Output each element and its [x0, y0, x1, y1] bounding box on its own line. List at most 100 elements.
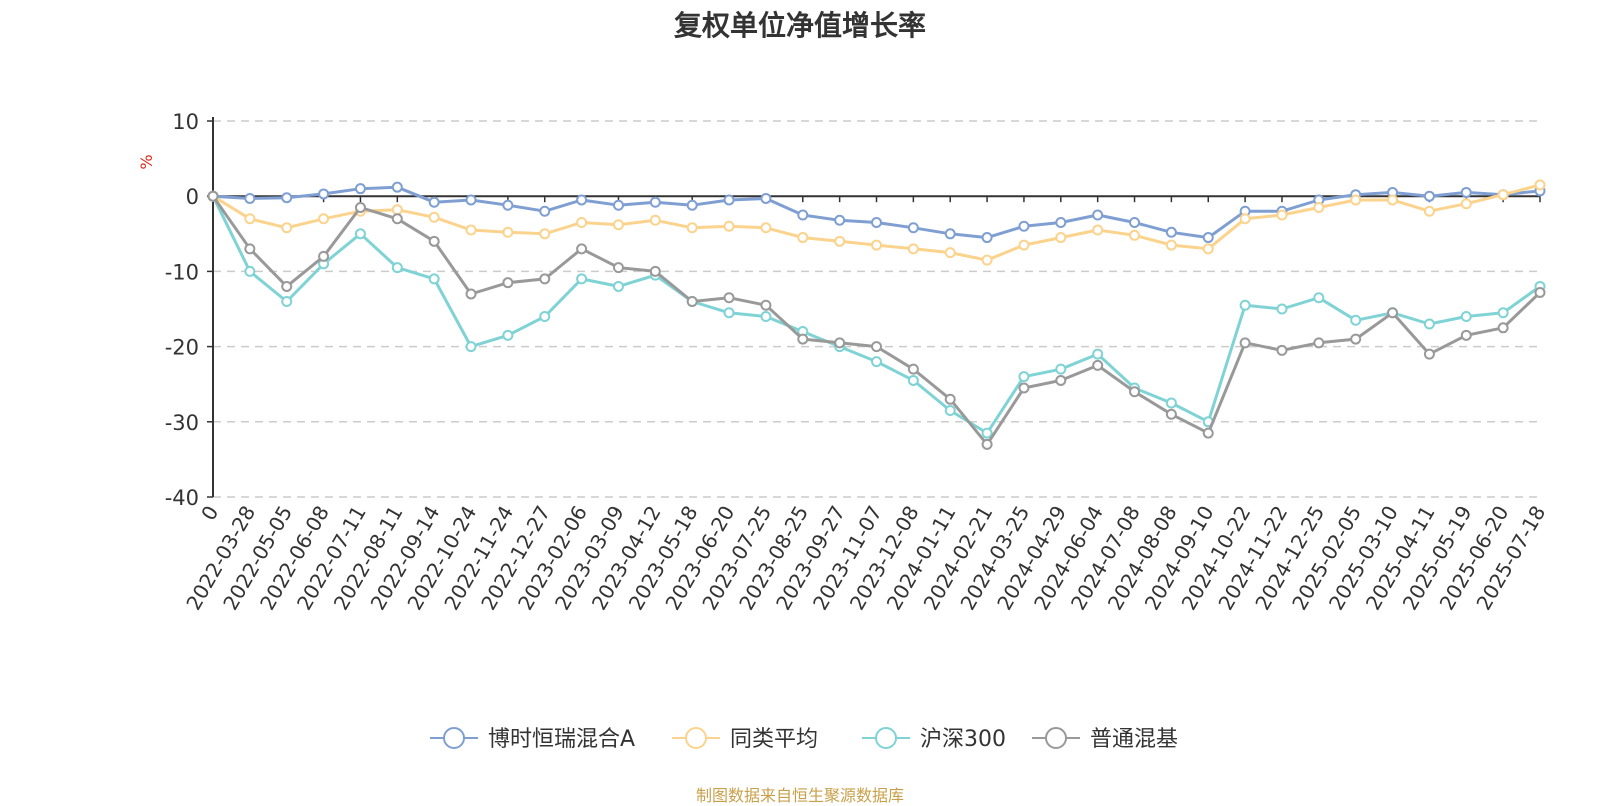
- data-point: [1387, 194, 1399, 206]
- data-point: [1165, 408, 1177, 420]
- data-point: [1018, 382, 1030, 394]
- data-point: [465, 341, 477, 353]
- data-point: [244, 192, 256, 204]
- data-point: [428, 196, 440, 208]
- data-point: [1202, 427, 1214, 439]
- data-point: [539, 228, 551, 240]
- data-point: [1239, 213, 1251, 225]
- legend-circle-icon: [1045, 727, 1067, 749]
- legend-item-2[interactable]: 沪深300: [862, 727, 1006, 752]
- data-point: [797, 333, 809, 345]
- data-point: [723, 307, 735, 319]
- data-point: [834, 214, 846, 226]
- data-point: [1055, 374, 1067, 386]
- data-point: [1092, 209, 1104, 221]
- legend-item-3[interactable]: 普通混基: [1032, 727, 1178, 752]
- data-point: [981, 254, 993, 266]
- data-point: [1460, 186, 1472, 198]
- data-point: [1129, 229, 1141, 241]
- legend-label: 同类平均: [730, 727, 818, 752]
- data-point: [207, 190, 219, 202]
- data-point: [576, 243, 588, 255]
- data-point: [1534, 286, 1546, 298]
- data-point: [1313, 292, 1325, 304]
- data-point: [1423, 190, 1435, 202]
- y-tick-label: -40: [165, 486, 199, 510]
- data-point: [428, 235, 440, 247]
- data-point: [391, 213, 403, 225]
- data-point: [244, 213, 256, 225]
- data-point: [834, 337, 846, 349]
- y-axis-unit: %: [137, 154, 156, 169]
- data-point: [649, 196, 661, 208]
- data-point: [1497, 189, 1509, 201]
- data-point: [760, 222, 772, 234]
- data-point: [1055, 363, 1067, 375]
- data-point: [1460, 329, 1472, 341]
- data-point: [1018, 239, 1030, 251]
- data-point: [1165, 397, 1177, 409]
- legend-circle-icon: [443, 727, 465, 749]
- data-point: [1313, 201, 1325, 213]
- data-point: [871, 217, 882, 229]
- data-point: [723, 292, 735, 304]
- data-point: [354, 201, 366, 213]
- chart-title: 复权单位净值增长率: [673, 9, 926, 42]
- data-point: [354, 183, 366, 195]
- data-point: [244, 265, 256, 277]
- y-tick-label: 10: [172, 110, 199, 134]
- data-point: [1534, 179, 1546, 191]
- data-point: [244, 243, 256, 255]
- data-point: [428, 211, 440, 223]
- data-point: [1497, 322, 1509, 334]
- data-point: [391, 181, 403, 193]
- data-point: [465, 194, 477, 206]
- data-point: [539, 311, 551, 323]
- data-point: [907, 374, 919, 386]
- data-point: [871, 239, 882, 251]
- data-point: [1202, 232, 1214, 244]
- data-point: [281, 222, 293, 234]
- data-point: [391, 204, 403, 216]
- data-point: [1165, 226, 1177, 238]
- data-point: [871, 341, 882, 353]
- data-point: [612, 280, 624, 292]
- legend[interactable]: 博时恒瑞混合A 同类平均 沪深300 普通混基: [430, 727, 1178, 752]
- data-point: [612, 219, 624, 231]
- source-note: 制图数据来自恒生聚源数据库: [695, 786, 904, 805]
- data-point: [1423, 205, 1435, 217]
- data-point: [797, 232, 809, 244]
- data-point: [686, 222, 698, 234]
- data-point: [465, 224, 477, 236]
- series-line-3: [211, 195, 1542, 446]
- data-point: [1129, 386, 1141, 398]
- legend-item-1[interactable]: 同类平均: [672, 727, 818, 752]
- data-point: [944, 405, 956, 417]
- legend-item-0[interactable]: 博时恒瑞混合A: [430, 727, 635, 752]
- data-point: [428, 273, 440, 285]
- data-point: [612, 199, 624, 211]
- legend-label: 沪深300: [920, 727, 1006, 752]
- data-point: [318, 250, 330, 262]
- data-point: [539, 273, 551, 285]
- series-line-2: [211, 195, 1541, 435]
- data-point: [281, 280, 293, 292]
- data-point: [1055, 232, 1067, 244]
- legend-label: 博时恒瑞混合A: [488, 727, 635, 752]
- data-point: [539, 205, 551, 217]
- data-point: [1165, 239, 1177, 251]
- data-point: [576, 194, 588, 206]
- data-point: [502, 277, 514, 289]
- data-point: [354, 228, 366, 240]
- data-point: [1276, 344, 1288, 356]
- data-point: [1129, 217, 1141, 229]
- data-point: [649, 214, 661, 226]
- data-point: [576, 217, 588, 229]
- data-point: [1350, 333, 1362, 345]
- data-point: [1460, 198, 1472, 210]
- data-point: [1276, 303, 1288, 315]
- grid-lines: [213, 120, 1540, 498]
- data-point: [465, 288, 477, 300]
- data-point: [907, 243, 919, 255]
